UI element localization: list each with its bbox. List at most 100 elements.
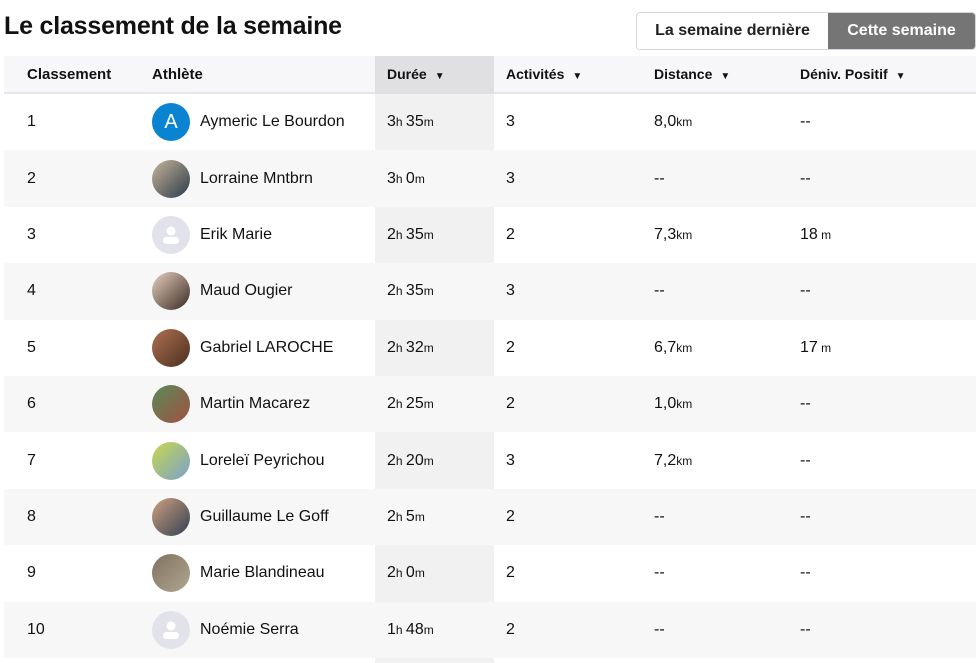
distance-unit: km (676, 397, 693, 412)
rank: 10 (27, 620, 45, 638)
hours: 2 (387, 395, 396, 413)
athlete-name[interactable]: Guillaume Le Goff (200, 507, 329, 525)
header-elevation[interactable]: Déniv. Positif ▼ (800, 66, 906, 82)
hours-unit: h (395, 284, 406, 299)
hours-unit: h (395, 227, 406, 242)
athlete-name[interactable]: Lorraine Mntbrn (200, 169, 313, 187)
athlete-name[interactable]: Gabriel LAROCHE (200, 338, 334, 356)
athlete-name[interactable]: Erik Marie (200, 225, 273, 243)
minutes: 32 (405, 338, 424, 356)
table-row[interactable]: 4 Maud Ougier 2h 35m 3 -- -- (4, 263, 976, 320)
distance-value: 7,2 (654, 451, 677, 469)
minutes-unit: m (414, 171, 425, 186)
table-row[interactable]: 6 Martin Macarez 2h 25m 2 1,0km -- (4, 375, 976, 433)
distance-unit: km (676, 453, 693, 468)
athlete-name[interactable]: Marie Blandineau (200, 564, 325, 582)
minutes: 35 (405, 113, 424, 131)
hours-unit: h (395, 622, 406, 637)
rank: 4 (27, 282, 36, 300)
distance: -- (654, 508, 665, 526)
hours-unit: h (395, 340, 406, 355)
elevation-value: -- (800, 564, 811, 582)
duration: 2h 25m (387, 395, 434, 413)
activities: 3 (506, 169, 515, 187)
elevation: -- (800, 564, 811, 582)
hours: 2 (387, 338, 396, 356)
activities: 2 (506, 620, 515, 638)
distance: -- (654, 170, 665, 188)
distance: 6,7km (654, 339, 692, 357)
hours-unit: h (395, 397, 406, 412)
athlete-name[interactable]: Loreleï Peyrichou (200, 451, 325, 469)
elevation-value: 17 (800, 338, 818, 356)
minutes: 0 (405, 564, 415, 582)
toggle-last-week[interactable]: La semaine dernière (637, 13, 828, 49)
elevation-unit: m (817, 340, 832, 355)
table-row[interactable]: 7 Loreleï Peyrichou 2h 20m 3 7,2km -- (4, 432, 976, 488)
sort-arrow-icon: ▼ (572, 71, 583, 82)
table-row[interactable]: 8 Guillaume Le Goff 2h 5m 2 -- -- (4, 488, 976, 546)
activities: 2 (506, 225, 515, 243)
duration: 2h 32m (387, 339, 434, 357)
header-duration[interactable]: Durée ▼ (387, 66, 445, 82)
rank: 9 (27, 564, 36, 582)
hours-unit: h (395, 566, 406, 581)
toggle-this-week[interactable]: Cette semaine (828, 13, 975, 49)
activities: 2 (506, 507, 515, 525)
activities: 3 (506, 282, 515, 300)
avatar: A (152, 103, 190, 142)
hours-unit: h (395, 453, 406, 468)
header-athlete: Athlète (152, 66, 203, 83)
elevation: 18 m (800, 226, 831, 244)
duration: 2h 0m (387, 564, 425, 582)
leaderboard-table: Classement Athlète Durée ▼ Activités ▼ Dis… (4, 56, 976, 663)
hours: 2 (387, 225, 396, 243)
elevation-value: -- (800, 395, 811, 413)
hours: 3 (387, 169, 396, 187)
distance-value: -- (654, 282, 665, 300)
distance-unit: km (676, 115, 693, 130)
athlete-name[interactable]: Aymeric Le Bourdon (200, 113, 345, 131)
distance: 1,0km (654, 395, 692, 413)
hours-unit: h (395, 509, 406, 524)
avatar (152, 215, 190, 254)
table-row[interactable]: 2 Lorraine Mntbrn 3h 0m 3 -- -- (4, 150, 976, 207)
duration: 2h 20m (387, 452, 434, 470)
elevation-unit: m (817, 227, 832, 242)
minutes: 35 (405, 282, 424, 300)
minutes-unit: m (423, 284, 434, 299)
athlete-name[interactable]: Noémie Serra (200, 620, 299, 638)
elevation-value: -- (800, 113, 811, 131)
minutes: 5 (405, 507, 415, 525)
table-row[interactable]: 5 Gabriel LAROCHE 2h 32m 2 6,7km 17 m (4, 320, 976, 376)
minutes-unit: m (423, 453, 434, 468)
rank: 3 (27, 225, 36, 243)
avatar (152, 610, 190, 649)
minutes: 25 (405, 395, 424, 413)
table-header: Classement Athlète Durée ▼ Activités ▼ Dis… (4, 56, 976, 94)
athlete-name[interactable]: Maud Ougier (200, 282, 293, 300)
table-row[interactable]: 9 Marie Blandineau 2h 0m 2 -- -- (4, 545, 976, 601)
rank: 1 (27, 113, 36, 131)
athlete-name[interactable]: Martin Macarez (200, 395, 311, 413)
header-activities-label: Activités (506, 66, 565, 82)
distance-value: 8,0 (654, 113, 677, 131)
header-distance[interactable]: Distance ▼ (654, 66, 730, 82)
distance: -- (654, 564, 665, 582)
avatar (152, 497, 190, 536)
hours: 2 (387, 451, 396, 469)
minutes: 20 (405, 451, 424, 469)
header-activities[interactable]: Activités ▼ (506, 66, 582, 82)
duration: 1h 48m (387, 621, 434, 639)
hours: 2 (387, 507, 396, 525)
table-row[interactable]: 3 Erik Marie 2h 35m 2 7,3km 18 m (4, 207, 976, 263)
avatar (152, 385, 190, 424)
rank: 5 (27, 338, 36, 356)
duration: 2h 5m (387, 508, 425, 526)
table-row[interactable]: 10 Noémie Serra 1h 48m 2 -- -- (4, 601, 976, 658)
distance-value: -- (654, 564, 665, 582)
hours: 2 (387, 564, 396, 582)
activities: 3 (506, 451, 515, 469)
distance-value: -- (654, 620, 665, 638)
